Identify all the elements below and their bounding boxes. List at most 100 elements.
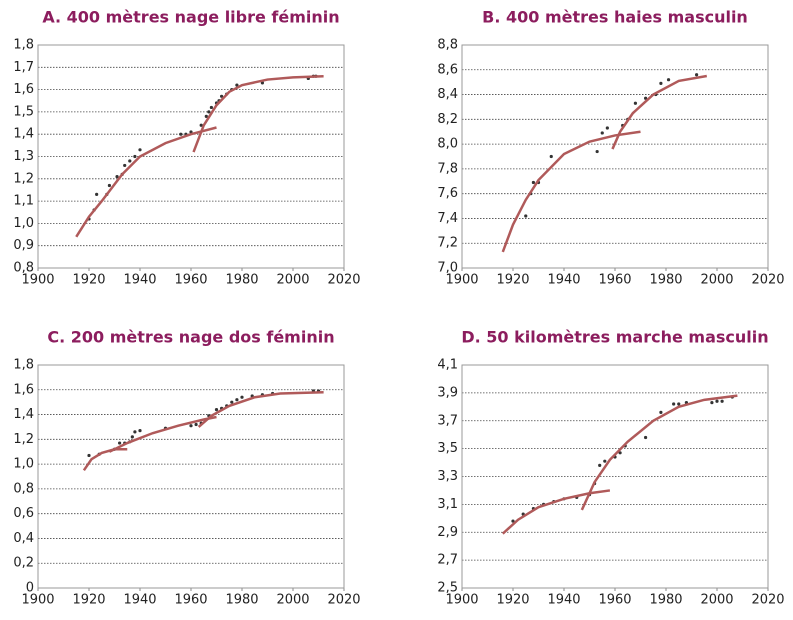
data-point [605,126,609,130]
y-tick-label: 3,7 [437,413,458,428]
data-point [710,401,714,405]
y-tick-label: 7,2 [437,236,458,251]
fit-curve [197,391,324,428]
y-tick-label: 3,9 [437,385,458,400]
x-tick-label: 1920 [72,273,105,288]
y-tick-label: 8,4 [437,87,458,102]
data-point [695,73,699,77]
x-tick-label: 1920 [496,273,529,288]
data-point [209,105,213,110]
fit-curve [580,394,738,511]
data-point [199,123,203,127]
x-tick-label: 2000 [700,593,733,608]
data-point [194,422,198,427]
x-tick-label: 1980 [649,273,682,288]
data-point [138,429,142,433]
data-point [603,459,607,463]
y-tick-label: 2,5 [437,581,458,596]
y-tick-label: 0,8 [13,261,34,276]
fit-curve [82,447,128,472]
x-tick-label: 1900 [445,593,478,608]
y-tick-label: 7,6 [437,186,458,201]
x-tick-label: 2000 [700,273,733,288]
x-tick-label: 1940 [123,593,156,608]
x-tick-label: 2020 [327,593,360,608]
y-tick-label: 1,5 [13,104,34,119]
x-tick-label: 1900 [21,273,54,288]
x-tick-label: 2000 [276,593,309,608]
plot-frame [461,44,769,269]
x-tick-label: 2000 [276,273,309,288]
chart-title: D. 50 kilomètres marche masculin [461,328,768,347]
y-tick-label: 1,6 [13,82,34,97]
data-point [204,114,208,118]
data-point [214,408,219,412]
data-point [531,180,536,185]
data-point [235,398,239,402]
x-tick-label: 1960 [598,273,631,288]
data-point [715,399,719,403]
data-point [511,519,515,523]
data-point [672,402,676,406]
y-tick-label: 1,4 [13,127,34,142]
data-point [595,149,599,154]
y-tick-label: 3,5 [437,441,458,456]
x-tick-label: 1920 [496,593,529,608]
x-tick-label: 2020 [751,593,784,608]
plot-frame [37,44,345,269]
x-tick-label: 2020 [327,273,360,288]
y-tick-label: 7,4 [437,211,458,226]
y-tick-label: 1,0 [13,457,34,472]
chart-title: A. 400 mètres nage libre féminin [42,8,339,27]
x-tick-label: 1980 [225,593,258,608]
data-point [95,192,99,197]
y-tick-label: 8,8 [437,38,458,53]
data-point [235,83,239,87]
data-point [666,78,671,82]
data-point [179,132,183,136]
data-point [87,453,91,458]
plot-frame [37,364,345,589]
x-tick-label: 1900 [21,593,54,608]
fit-curve [75,126,217,238]
y-tick-label: 0,9 [13,238,34,253]
y-tick-label: 0,8 [13,481,34,496]
data-point [128,159,132,163]
data-point [633,101,638,105]
y-tick-label: 0,2 [13,556,34,571]
y-tick-label: 1,2 [13,432,34,447]
data-point [659,410,663,414]
chart-title: C. 200 mètres nage dos féminin [47,328,334,347]
data-point [677,402,681,406]
y-tick-label: 1,2 [13,171,34,186]
x-tick-label: 1960 [174,593,207,608]
x-tick-label: 1940 [547,593,580,608]
y-tick-label: 4,1 [437,358,458,373]
y-tick-label: 1,8 [13,38,34,53]
data-point [644,96,648,100]
data-point [138,148,142,152]
y-tick-label: 1,0 [13,216,34,231]
data-point [240,395,244,399]
plot-frame [461,364,769,589]
x-tick-label: 1940 [547,273,580,288]
x-tick-label: 1980 [649,593,682,608]
y-tick-label: 1,8 [13,358,34,373]
x-tick-label: 1900 [445,273,478,288]
y-tick-label: 2,7 [437,553,458,568]
fit-curve [501,130,641,253]
fit-curve [501,489,611,535]
x-tick-label: 2020 [751,273,784,288]
x-tick-label: 1940 [123,273,156,288]
data-point [659,81,663,86]
data-point [598,463,602,467]
y-tick-label: 0,4 [13,531,34,546]
x-tick-label: 1920 [72,593,105,608]
y-tick-label: 2,9 [437,525,458,540]
y-tick-label: 8,0 [437,137,458,152]
data-point [133,430,137,434]
x-tick-label: 1980 [225,273,258,288]
x-tick-label: 1960 [174,273,207,288]
y-tick-label: 1,3 [13,149,34,164]
data-point [600,131,604,135]
